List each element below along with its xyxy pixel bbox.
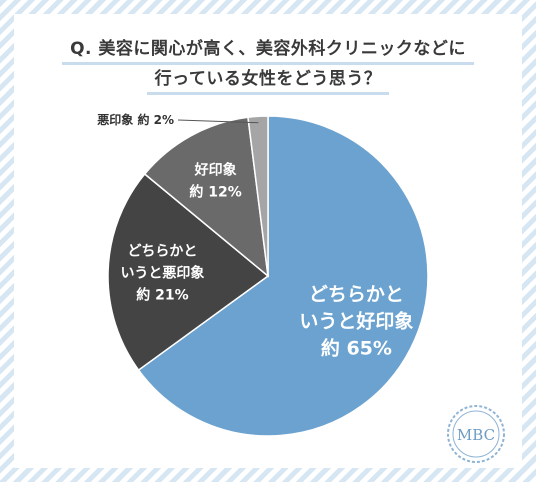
slice-label-3-text: 悪印象 約 2% xyxy=(97,112,174,127)
slice-label-2-line-1: 約 12% xyxy=(189,184,241,201)
slice-label-0-line-2: 約 65% xyxy=(321,337,392,360)
slice-label-0-line-0: どちらかと xyxy=(309,284,404,306)
pie-slice-2 xyxy=(143,116,269,278)
leader-line xyxy=(177,119,259,124)
pie-slice-1 xyxy=(107,172,270,372)
slice-label-1-line-1: いうと悪印象 xyxy=(120,265,204,282)
mbc-logo: MBC xyxy=(447,405,505,463)
title-line-1-text: Q. 美容に関心が高く、美容外科クリニックなどに xyxy=(62,34,474,65)
slice-label-2-line-0: 好印象 xyxy=(194,162,237,179)
pie-slice-0 xyxy=(137,115,429,437)
slice-label-1-line-0: どちらかと xyxy=(127,244,197,260)
slice-label-3: 悪印象 約 2% xyxy=(97,112,259,127)
pie-slice-3 xyxy=(247,115,269,277)
slice-label-1-line-2: 約 21% xyxy=(136,287,188,304)
logo-text: MBC xyxy=(457,426,495,444)
title-line-2-text: 行っている女性をどう思う？ xyxy=(146,64,390,95)
title-line-2: 行っている女性をどう思う？ xyxy=(14,64,522,95)
title-line-1: Q. 美容に関心が高く、美容外科クリニックなどに xyxy=(14,34,522,65)
slice-label-0-line-1: いうと好印象 xyxy=(299,310,413,333)
